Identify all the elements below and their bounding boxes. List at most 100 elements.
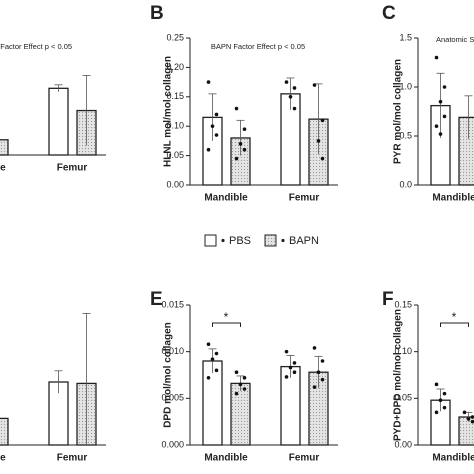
data-point [284, 80, 289, 84]
panel-letter: F [382, 289, 394, 310]
y-tick-label: 1.5 [399, 32, 412, 42]
data-point [242, 147, 247, 152]
bar [0, 139, 9, 156]
data-point [320, 156, 325, 161]
data-point [434, 382, 439, 387]
x-tick-label: Mandible [0, 163, 6, 174]
y-tick-label: 0.010 [161, 346, 184, 356]
y-tick-label: 0.10 [394, 346, 412, 356]
panel-letter: E [150, 289, 163, 310]
data-point [434, 410, 439, 415]
data-point [466, 417, 471, 421]
annotation: BAPN Factor Effect p < 0.05 [211, 42, 305, 51]
data-point [442, 391, 447, 396]
x-tick-label: Femur [289, 193, 320, 204]
data-point [292, 86, 297, 90]
data-point [292, 370, 297, 375]
data-point [214, 351, 219, 356]
x-tick-label: Femur [289, 453, 320, 464]
y-tick-label: 0.015 [161, 299, 184, 309]
y-axis-label: DPD mol/mol collagen [163, 322, 174, 428]
y-tick-label: 1.0 [399, 81, 412, 91]
data-point [442, 114, 447, 119]
legend-swatch [204, 234, 217, 247]
y-tick-label: 0.5 [399, 130, 412, 140]
data-point [438, 132, 443, 136]
y-tick-label: 0.05 [166, 150, 184, 160]
data-point [438, 99, 443, 104]
data-point [284, 375, 289, 379]
data-point [312, 83, 317, 87]
data-point [292, 361, 297, 365]
bar [202, 360, 223, 446]
significance-label: * [452, 310, 457, 324]
x-tick-label: Femur [57, 453, 88, 464]
y-tick-label: 0.005 [161, 393, 184, 403]
y-tick-label: 0.20 [166, 62, 184, 72]
data-point [206, 80, 211, 84]
legend-swatch [264, 234, 277, 247]
bar [280, 365, 301, 446]
legend-label: PBS [229, 235, 251, 247]
panel-letter: B [150, 3, 164, 24]
data-point [316, 370, 321, 375]
data-point [316, 139, 321, 143]
data-point [238, 382, 243, 387]
data-point [210, 357, 215, 361]
data-point [284, 349, 289, 354]
y-axis-label: PYR mol/mol collagen [393, 59, 404, 164]
significance-bracket [212, 322, 241, 327]
panel-letter: C [382, 3, 396, 24]
bar [0, 417, 9, 446]
y-tick-label: 0.10 [166, 121, 184, 131]
x-tick-label: Mandible [0, 453, 6, 464]
data-point [214, 133, 219, 137]
data-point [210, 124, 215, 128]
data-point [242, 376, 247, 380]
annotation: Anatomic Site Factor Effect p < 0.05 [0, 42, 72, 51]
data-point [214, 112, 219, 117]
data-point [206, 342, 211, 347]
data-point [462, 410, 467, 415]
data-point [320, 359, 325, 363]
y-tick-label: 0.15 [166, 91, 184, 101]
data-point [320, 377, 325, 382]
y-tick-label: 0.0 [399, 179, 412, 189]
x-tick-label: Mandible [204, 193, 248, 204]
legend-bullet [281, 238, 285, 243]
data-point [206, 147, 211, 152]
y-axis-label: HLNL mol/mol collagen [163, 56, 174, 167]
legend-bullet [221, 238, 225, 243]
y-tick-label: 0.25 [166, 32, 184, 42]
y-axis-label: PYD+DPD mol/mol collagen [393, 309, 404, 441]
data-point [292, 106, 297, 111]
data-point [470, 415, 474, 419]
x-tick-label: Mandible [432, 193, 474, 204]
x-tick-label: Mandible [432, 453, 474, 464]
y-tick-label: 0.00 [394, 439, 412, 449]
data-point [234, 156, 239, 161]
data-point [442, 85, 447, 89]
y-tick-label: 0.000 [161, 439, 184, 449]
significance-bracket [440, 322, 469, 327]
x-tick-label: Femur [57, 163, 88, 174]
y-tick-label: 0.00 [166, 179, 184, 189]
data-point [288, 95, 293, 99]
significance-label: * [224, 310, 229, 324]
data-point [320, 118, 325, 123]
data-point [242, 127, 247, 131]
data-point [288, 365, 293, 370]
y-tick-label: 0.15 [394, 299, 412, 309]
data-point [470, 419, 474, 424]
data-point [242, 387, 247, 391]
data-point [438, 398, 443, 403]
bar [458, 116, 474, 186]
data-point [206, 376, 211, 380]
x-tick-label: Mandible [204, 453, 248, 464]
data-point [312, 385, 317, 389]
bar [48, 87, 69, 156]
bar [230, 382, 251, 446]
data-point [434, 55, 439, 60]
data-point [312, 346, 317, 350]
data-point [234, 391, 239, 396]
